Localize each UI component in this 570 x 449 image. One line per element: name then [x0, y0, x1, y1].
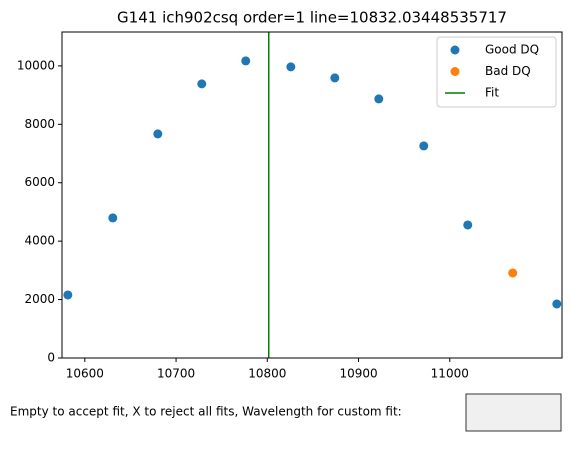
legend-label: Bad DQ [485, 64, 531, 78]
legend-box [436, 36, 557, 108]
legend-label: Fit [485, 86, 499, 100]
point [63, 290, 73, 300]
point [374, 94, 384, 104]
x-tick-label: 10800 [248, 367, 286, 381]
point [108, 213, 118, 223]
point [197, 79, 207, 89]
y-tick-label: 0 [47, 351, 55, 365]
axes-frame [61, 31, 563, 359]
x-tick-label: 10900 [339, 367, 377, 381]
point [330, 73, 340, 83]
point [241, 56, 251, 66]
legend-marker [450, 45, 460, 55]
point [552, 299, 562, 309]
point [463, 220, 473, 230]
x-tick-label: 10700 [157, 367, 195, 381]
y-tick-label: 2000 [24, 292, 55, 306]
y-tick-label: 10000 [17, 58, 55, 72]
x-tick-label: 10600 [66, 367, 104, 381]
y-tick-label: 8000 [24, 117, 55, 131]
point [153, 129, 163, 139]
point [286, 62, 296, 72]
x-tick-label: 11000 [431, 367, 469, 381]
point [508, 268, 518, 278]
text-input[interactable] [465, 393, 562, 432]
legend-marker [450, 67, 460, 76]
prompt-label: Empty to accept fit, X to reject all fit… [10, 405, 402, 419]
legend-label: Good DQ [485, 43, 539, 57]
chart-title: G141 ich902csq order=1 line=10832.034485… [117, 9, 507, 27]
y-tick-label: 6000 [24, 175, 55, 189]
y-tick-label: 4000 [24, 234, 55, 248]
point [419, 141, 429, 151]
